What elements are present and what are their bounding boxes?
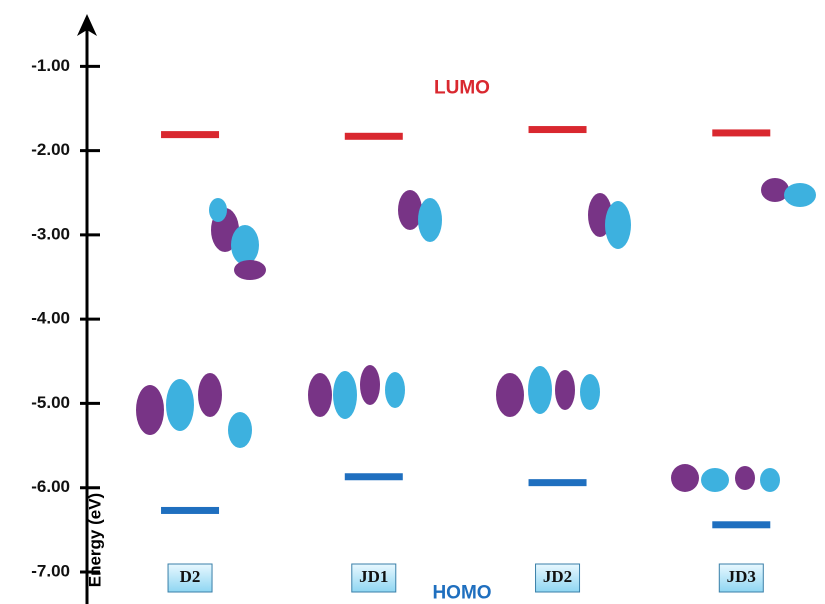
category-label: JD2 — [543, 567, 572, 586]
energy-level — [712, 521, 770, 528]
energy-level — [529, 479, 587, 486]
category-label: JD1 — [359, 567, 388, 586]
molecule-illustrations — [136, 178, 816, 492]
energy-level — [345, 473, 403, 480]
y-tick-label: -5.00 — [31, 393, 70, 412]
y-tick-label: -4.00 — [31, 309, 70, 328]
series-label: LUMO — [434, 77, 490, 98]
y-tick-label: -7.00 — [31, 561, 70, 580]
category-label: D2 — [180, 567, 201, 586]
energy-level — [345, 133, 403, 140]
category-label: JD3 — [727, 567, 756, 586]
y-tick-label: -2.00 — [31, 140, 70, 159]
energy-level — [529, 126, 587, 133]
energy-level — [712, 129, 770, 136]
y-tick-label: -6.00 — [31, 477, 70, 496]
chart: Energy (eV) -1.00-2.00-3.00-4.00-5.00-6.… — [0, 0, 825, 604]
y-tick-label: -1.00 — [31, 56, 70, 75]
energy-level — [161, 507, 219, 514]
y-tick-label: -3.00 — [31, 224, 70, 243]
energy-level — [161, 131, 219, 138]
series-label: HOMO — [432, 583, 491, 604]
